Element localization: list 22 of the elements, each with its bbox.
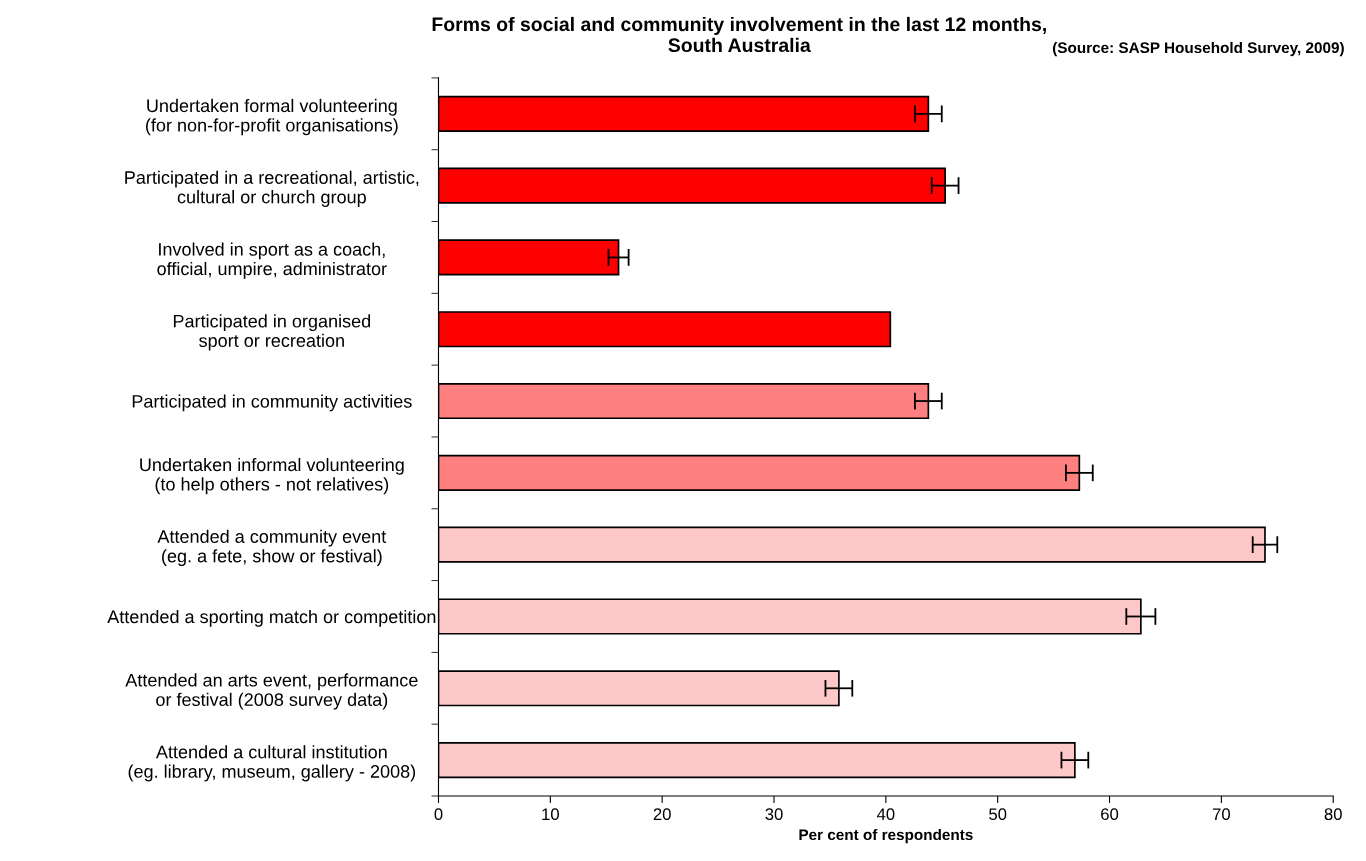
x-tick-label: 40 [876, 808, 895, 821]
x-tick-label: 70 [1212, 808, 1230, 821]
y-tick-label: Attended a community event (eg. a fete, show or festival) [157, 529, 387, 566]
y-tick-label: Participated in organised sport or recreation [173, 314, 371, 351]
y-tick-label: Undertaken formal volunteering (for non-for-profit organisations) [146, 98, 398, 136]
x-tick-label: 10 [542, 808, 559, 821]
y-tick-label: Participated in community activities [132, 394, 412, 412]
y-tick-label: Undertaken informal volunteering (to help others - not relatives) [140, 457, 404, 495]
x-tick-label: 80 [1324, 808, 1342, 821]
x-tick-label: 30 [765, 808, 783, 821]
y-tick-label: Attended a sporting match or competition [107, 609, 436, 627]
chart-subtitle: (Source: SASP Household Survey, 2009) [1052, 41, 1344, 57]
x-tick-label: 50 [989, 808, 1007, 821]
chart-title: Forms of social and community involvement in the last 12 months, South Australia [432, 16, 1046, 53]
x-tick-label: 20 [653, 808, 671, 821]
y-tick-label: Attended a cultural institution (eg. library, museum, gallery - 2008) [128, 745, 416, 782]
x-tick-label: 60 [1101, 808, 1119, 821]
x-axis-title: Per cent of respondents [799, 828, 973, 844]
y-tick-label: Involved in sport as a coach, official, umpire, administrator [157, 242, 387, 279]
x-tick-label: 0 [434, 808, 443, 821]
y-tick-label: Attended an arts event, performance or festival (2008 survey data) [125, 673, 418, 710]
y-tick-label: Participated in a recreational, artistic, cultural or church group [125, 170, 419, 207]
